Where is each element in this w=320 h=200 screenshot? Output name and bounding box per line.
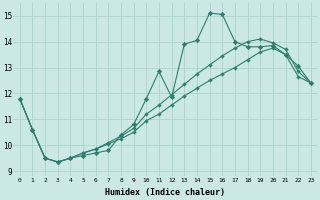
X-axis label: Humidex (Indice chaleur): Humidex (Indice chaleur) <box>105 188 225 197</box>
